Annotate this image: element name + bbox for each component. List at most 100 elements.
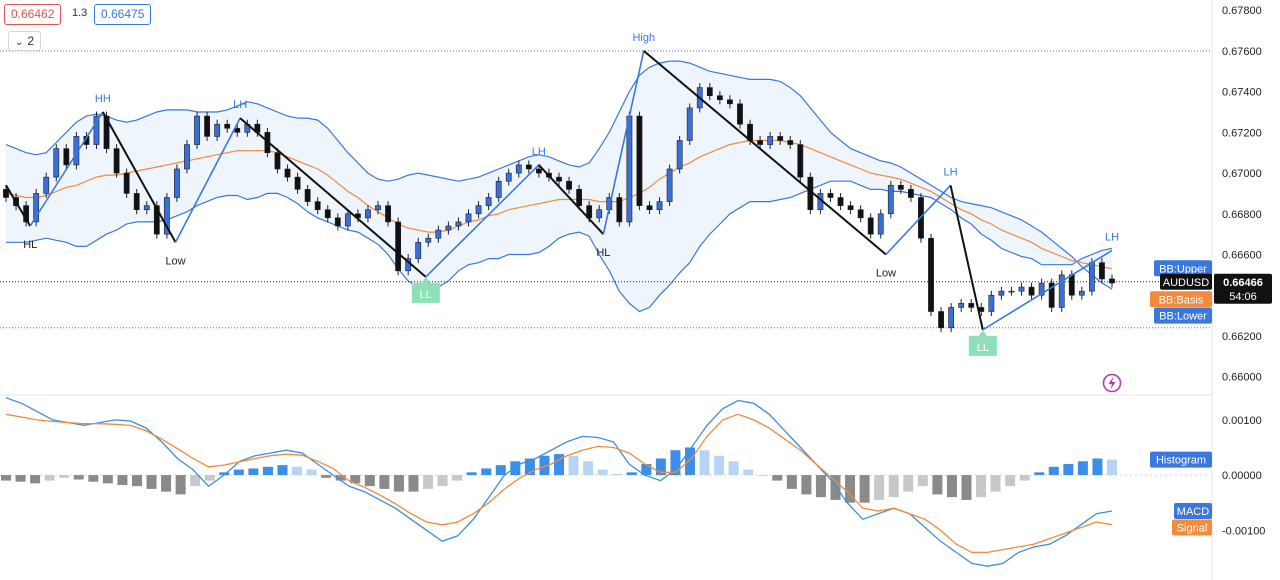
candle-body[interactable] xyxy=(727,99,733,105)
candle-body[interactable] xyxy=(1018,286,1025,292)
candle-body[interactable] xyxy=(1038,282,1045,296)
candle-body[interactable] xyxy=(767,136,774,145)
candle-body[interactable] xyxy=(787,140,794,145)
candle-body[interactable] xyxy=(435,229,442,239)
candle-body[interactable] xyxy=(93,115,100,145)
candle-body[interactable] xyxy=(1048,282,1055,308)
bb-lower-tag[interactable] xyxy=(1154,307,1212,324)
candle-body[interactable] xyxy=(224,123,231,129)
macd-pane[interactable] xyxy=(0,394,1212,567)
candle-body[interactable] xyxy=(1088,262,1095,292)
candle-body[interactable] xyxy=(928,237,934,312)
candle-body[interactable] xyxy=(63,148,70,166)
candle-body[interactable] xyxy=(636,115,643,206)
candle-body[interactable] xyxy=(365,209,371,219)
lightning-icon[interactable] xyxy=(1102,373,1122,393)
candle-body[interactable] xyxy=(716,95,723,101)
candle-body[interactable] xyxy=(324,209,331,219)
candle-body[interactable] xyxy=(686,107,693,141)
candle-body[interactable] xyxy=(1099,262,1105,280)
signal-tag[interactable] xyxy=(1172,519,1212,536)
candle-body[interactable] xyxy=(505,172,512,182)
candle-body[interactable] xyxy=(53,148,60,178)
candle-body[interactable] xyxy=(33,193,40,223)
candle-body[interactable] xyxy=(666,168,673,202)
candle-body[interactable] xyxy=(133,193,140,211)
candle-body[interactable] xyxy=(706,87,713,96)
candle-body[interactable] xyxy=(656,201,663,211)
candle-body[interactable] xyxy=(294,176,301,190)
candle-body[interactable] xyxy=(1078,290,1085,296)
candle-body[interactable] xyxy=(163,197,170,235)
candle-body[interactable] xyxy=(948,307,955,329)
candle-body[interactable] xyxy=(1028,286,1035,296)
candle-body[interactable] xyxy=(576,189,583,206)
candle-body[interactable] xyxy=(415,241,422,259)
candle-body[interactable] xyxy=(184,144,190,170)
price-pane[interactable]: HL HH Low LH LL LH HL High Low LH LL LH xyxy=(0,32,1212,356)
candle-body[interactable] xyxy=(827,193,834,198)
candle-body[interactable] xyxy=(1008,290,1015,293)
candle-body[interactable] xyxy=(877,213,884,235)
candle-body[interactable] xyxy=(153,205,160,235)
candle-body[interactable] xyxy=(425,237,432,243)
macd-tag[interactable] xyxy=(1174,502,1212,519)
candle-body[interactable] xyxy=(465,213,472,223)
candle-body[interactable] xyxy=(485,197,492,206)
candle-body[interactable] xyxy=(1068,274,1075,296)
candle-body[interactable] xyxy=(626,115,633,223)
candle-body[interactable] xyxy=(525,164,532,170)
current-price-tag[interactable] xyxy=(1214,273,1272,304)
candle-body[interactable] xyxy=(757,140,763,145)
candle-body[interactable] xyxy=(445,225,452,231)
candle-body[interactable] xyxy=(234,127,241,133)
histogram-tag[interactable] xyxy=(1150,451,1212,468)
candle-body[interactable] xyxy=(334,217,341,227)
candle-body[interactable] xyxy=(375,205,381,211)
candle-body[interactable] xyxy=(938,311,944,329)
candle-body[interactable] xyxy=(737,103,743,125)
candle-body[interactable] xyxy=(194,115,200,145)
candle-body[interactable] xyxy=(797,144,804,178)
candle-body[interactable] xyxy=(988,294,995,312)
bb-upper-tag[interactable] xyxy=(1154,260,1212,277)
bid-price-box[interactable]: 0.66462 xyxy=(4,4,62,25)
candle-body[interactable] xyxy=(908,189,914,198)
candle-body[interactable] xyxy=(857,209,864,219)
candle-body[interactable] xyxy=(314,201,321,211)
price-axis[interactable]: 0.67800 0.67600 0.67400 0.67200 0.67000 0.668… xyxy=(1150,0,1272,580)
candle-body[interactable] xyxy=(495,180,502,198)
candle-body[interactable] xyxy=(968,303,975,308)
candle-body[interactable] xyxy=(214,123,221,137)
candle-body[interactable] xyxy=(395,221,402,272)
candle-body[interactable] xyxy=(43,176,50,194)
candle-body[interactable] xyxy=(676,140,683,170)
candle-body[interactable] xyxy=(174,168,180,198)
candle-body[interactable] xyxy=(596,209,603,219)
candle-body[interactable] xyxy=(897,184,904,190)
candle-body[interactable] xyxy=(143,205,150,211)
candle-body[interactable] xyxy=(123,172,130,194)
candle-body[interactable] xyxy=(385,205,391,223)
candle-body[interactable] xyxy=(867,217,874,235)
candle-body[interactable] xyxy=(998,290,1005,296)
candle-body[interactable] xyxy=(103,115,110,149)
ask-price-box[interactable]: 0.66475 xyxy=(94,4,152,25)
candle-body[interactable] xyxy=(847,205,854,211)
bb-basis-tag[interactable] xyxy=(1150,291,1212,308)
candle-body[interactable] xyxy=(556,176,562,182)
candle-body[interactable] xyxy=(566,180,572,190)
candle-body[interactable] xyxy=(515,164,522,174)
symbol-tag[interactable] xyxy=(1160,273,1212,290)
candle-body[interactable] xyxy=(475,205,482,215)
candle-body[interactable] xyxy=(344,213,351,227)
candle-body[interactable] xyxy=(455,221,462,227)
candle-body[interactable] xyxy=(887,184,894,215)
candle-body[interactable] xyxy=(777,136,784,141)
candle-body[interactable] xyxy=(284,168,291,178)
candle-body[interactable] xyxy=(3,189,9,198)
candle-body[interactable] xyxy=(646,205,653,211)
candle-body[interactable] xyxy=(1058,274,1065,308)
candle-body[interactable] xyxy=(113,148,120,174)
